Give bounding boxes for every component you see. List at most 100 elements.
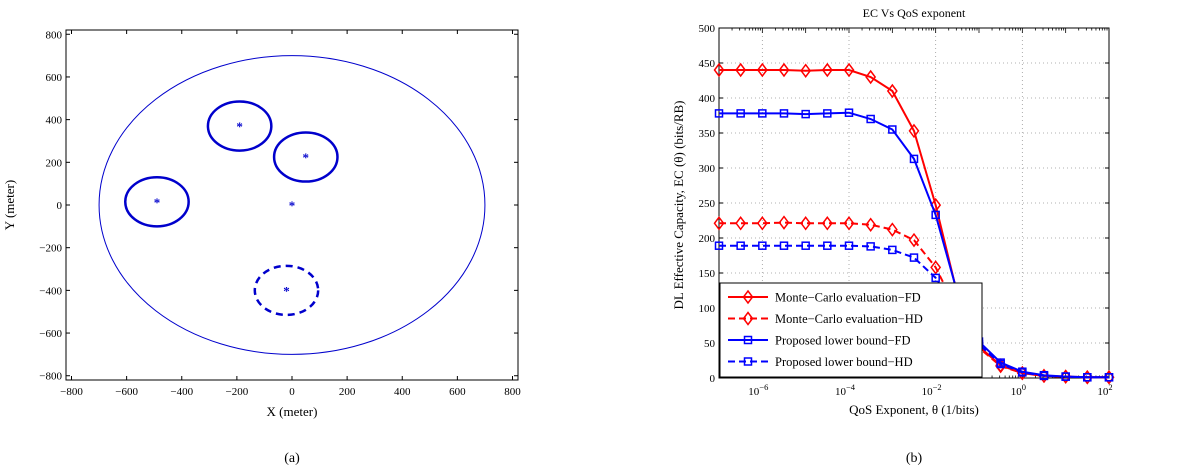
- panel-b-y-tick-label: 250: [699, 198, 716, 210]
- panel-a-y-tick-label: −800: [39, 371, 62, 383]
- panel-b-y-tick-label: 0: [710, 373, 716, 385]
- panel-b-ec-vs-qos: EC Vs QoS exponent 0 50 100 150 200 250 300 350…: [671, 6, 1115, 466]
- panel-b-x-tick-label: 10−2: [922, 382, 942, 398]
- panel-a-y-tick-label: 400: [46, 115, 63, 127]
- panel-a-x-tick-label: 400: [394, 386, 411, 398]
- panel-b-diamond-marker: [800, 63, 812, 78]
- panel-b-y-tick-label: 300: [699, 163, 716, 175]
- panel-a-x-tick-label: 200: [339, 386, 356, 398]
- panel-b-square-marker: [714, 109, 724, 118]
- panel-b-title: EC Vs QoS exponent: [863, 6, 966, 20]
- panel-a-y-axis-label: Y (meter): [2, 180, 17, 230]
- panel-b-x-axis-label: QoS Exponent, θ (1/bits): [849, 402, 979, 417]
- panel-b-square-marker: [801, 241, 810, 250]
- panel-b-x-tick-label: 10−6: [748, 382, 768, 398]
- panel-b-square-marker: [801, 109, 810, 119]
- panel-b-x-tick-label: 100: [1011, 382, 1026, 398]
- panel-a-x-tick-label: −400: [170, 386, 193, 398]
- panel-b-y-tick-label: 100: [699, 303, 716, 315]
- panel-b-diamond-marker: [756, 216, 768, 231]
- panel-a-small-cell-circle: [253, 264, 320, 317]
- panel-b-legend-label: Monte−Carlo evaluation−HD: [775, 312, 923, 326]
- panel-b-diamond-marker: [778, 62, 790, 78]
- panel-b-diamond-marker: [742, 311, 754, 326]
- panel-b-square-marker: [1039, 371, 1049, 381]
- panel-b-legend-box: [719, 282, 983, 378]
- panel-a-caption: (a): [284, 451, 300, 466]
- panel-a-node-point: *: [154, 195, 161, 210]
- panel-b-square-marker: [779, 109, 789, 118]
- panel-a-x-tick-label: 600: [449, 386, 466, 398]
- panel-b-square-marker: [823, 109, 832, 118]
- panel-a-node-point: *: [283, 283, 290, 298]
- panel-b-diamond-marker: [843, 216, 855, 231]
- panel-b-y-tick-label: 150: [699, 268, 716, 280]
- panel-b-series-line: [719, 244, 1109, 379]
- panel-b-y-tick-label: 50: [704, 338, 716, 350]
- panel-b-diamond-marker: [821, 62, 833, 78]
- panel-a-node-point: *: [236, 119, 243, 134]
- panel-a-small-cell-circle: [206, 100, 273, 152]
- panel-b-diamond-marker: [930, 260, 942, 275]
- panel-b-square-marker: [909, 154, 919, 164]
- panel-b-square-marker: [844, 241, 854, 250]
- panel-a-small-cell-circle: [124, 176, 190, 228]
- panel-b-legend-label: Proposed lower bound−FD: [775, 334, 911, 348]
- panel-b-square-marker: [714, 241, 724, 250]
- panel-b-y-tick-label: 500: [699, 23, 716, 35]
- panel-b-square-marker: [1104, 373, 1114, 382]
- panel-a-spatial-layout: −800 −600 −400 −200 0 200 400 600 800 −800 −600 −40…: [2, 29, 521, 466]
- panel-b-x-tick-label: 102: [1097, 382, 1112, 398]
- panel-b-square-marker: [1018, 368, 1027, 377]
- panel-a-x-tick-label: −800: [60, 386, 83, 398]
- panel-b-diamond-marker: [886, 222, 898, 237]
- panel-b-diamond-marker: [886, 83, 898, 99]
- panel-b-x-tick-label: 10−4: [835, 382, 856, 398]
- panel-a-small-cell-circle: [272, 131, 339, 183]
- panel-b-square-marker: [931, 210, 940, 220]
- panel-b-caption: (b): [906, 451, 923, 466]
- panel-b-diamond-marker: [908, 123, 920, 139]
- panel-b-square-marker: [996, 359, 1005, 369]
- panel-a-node-point: *: [303, 150, 310, 165]
- panel-a-y-tick-label: −600: [39, 328, 62, 340]
- panel-b-y-tick-label: 200: [699, 233, 716, 245]
- panel-a-x-tick-label: −200: [226, 386, 249, 398]
- panel-b-square-marker: [743, 335, 753, 345]
- panel-b-y-axis-label: DL Effective Capacity, EC (θ) (bits/RB): [671, 101, 686, 310]
- panel-b-diamond-marker: [821, 216, 833, 231]
- panel-b-diamond-marker: [865, 69, 877, 85]
- panel-b-y-tick-label: 400: [699, 93, 716, 105]
- panel-a-y-tick-label: −400: [39, 285, 62, 297]
- panel-a-y-tick-label: 600: [46, 72, 63, 84]
- panel-b-diamond-marker: [778, 215, 790, 230]
- panel-b-diamond-marker: [742, 289, 754, 305]
- panel-b-diamond-marker: [735, 216, 747, 231]
- panel-a-y-tick-label: 0: [57, 200, 63, 212]
- panel-b-diamond-marker: [735, 62, 747, 78]
- panel-b-square-marker: [736, 241, 745, 250]
- panel-b-square-marker: [1061, 372, 1070, 381]
- panel-b-square-marker: [931, 273, 940, 283]
- panel-a-y-tick-label: −200: [39, 243, 62, 255]
- panel-a-node-point: *: [289, 198, 296, 213]
- panel-b-square-marker: [779, 241, 789, 250]
- panel-b-square-marker: [909, 253, 919, 262]
- panel-b-square-marker: [758, 241, 767, 250]
- panel-b-square-marker: [1083, 373, 1092, 382]
- panel-b-diamond-marker: [713, 62, 725, 78]
- panel-a-coverage-circle: [98, 55, 486, 355]
- panel-a-y-tick-label: 200: [46, 157, 63, 169]
- panel-a-x-tick-label: −600: [115, 386, 138, 398]
- panel-b-diamond-marker: [843, 62, 855, 78]
- panel-b-diamond-marker: [865, 217, 877, 232]
- panel-a-x-axis-label: X (meter): [267, 404, 318, 419]
- panel-b-legend-label: Proposed lower bound−HD: [775, 355, 913, 369]
- panel-b-square-marker: [888, 125, 897, 134]
- panel-b-square-marker: [866, 242, 875, 251]
- panel-b-square-marker: [736, 109, 745, 118]
- panel-b-diamond-marker: [713, 216, 725, 231]
- panel-b-square-marker: [844, 108, 854, 117]
- panel-b-diamond-marker: [800, 216, 812, 231]
